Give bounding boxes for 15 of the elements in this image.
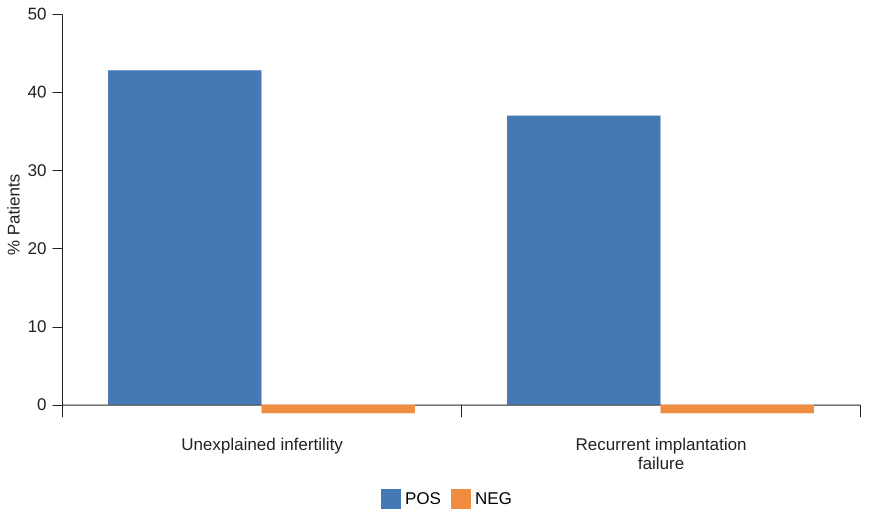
y-tick-label: 30 [28, 160, 46, 180]
legend-label: POS [405, 489, 441, 508]
bar [108, 70, 262, 405]
x-tick-label: Recurrent implantation failure [575, 435, 747, 474]
y-tick-label: 40 [28, 82, 46, 102]
y-tick-label: 0 [37, 395, 46, 414]
bar [262, 404, 415, 414]
bar [660, 404, 814, 414]
bar [507, 116, 660, 405]
x-tick-label: Unexplained infertility [181, 435, 344, 454]
y-tick-label: 20 [28, 238, 46, 258]
y-tick-label: 10 [28, 317, 46, 336]
y-axis-title: % Patients [4, 174, 24, 256]
y-tick-label: 50 [28, 4, 46, 24]
legend-label: NEG [475, 489, 512, 508]
